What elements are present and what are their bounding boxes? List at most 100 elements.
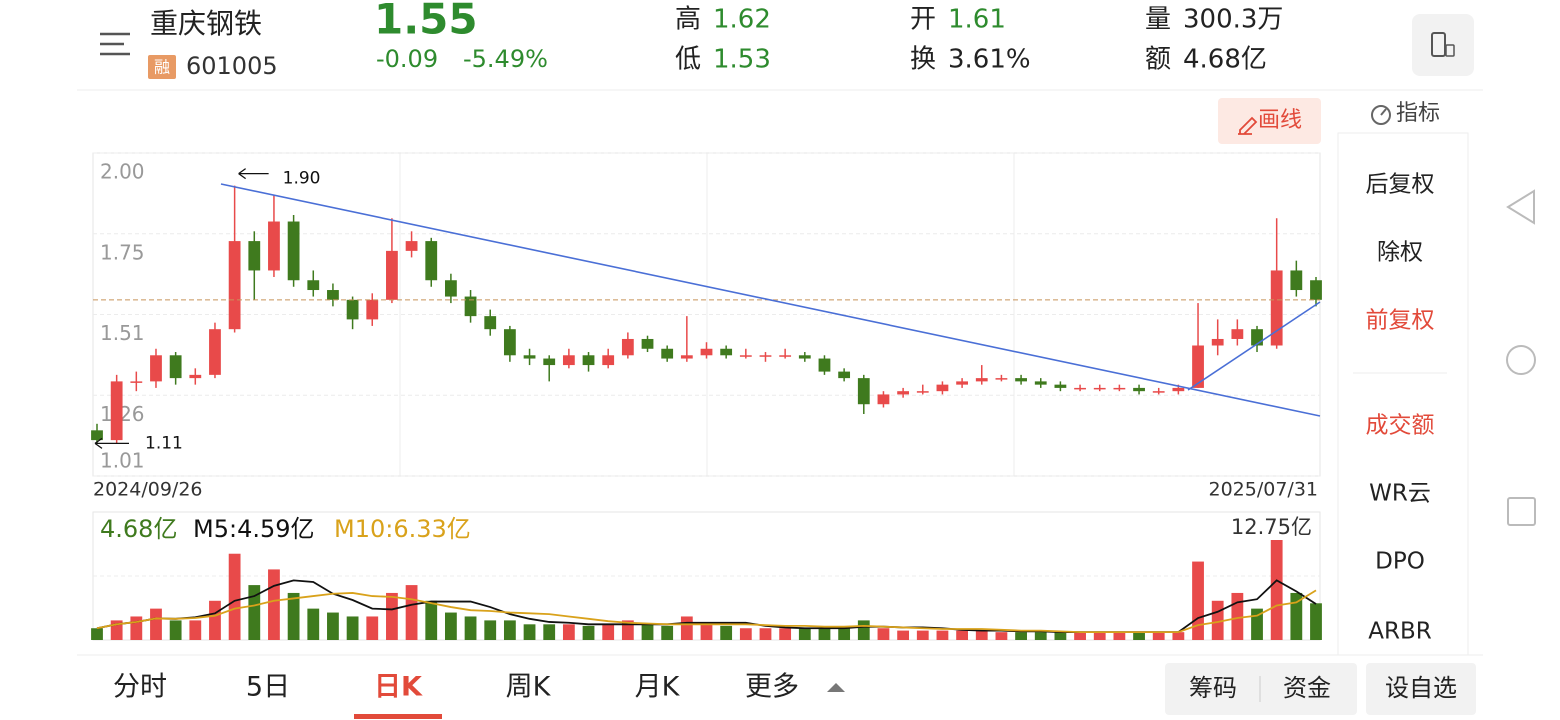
volume-bar [543,624,556,640]
volume-bar [857,620,870,640]
candle-body [1172,387,1185,392]
nav-recent[interactable] [1507,497,1536,526]
stat-value: 1.61 [948,5,1006,35]
change: -0.09 [376,45,438,73]
candle-body [405,241,418,251]
volume-bar [169,620,182,640]
candle-body [641,338,654,349]
tab[interactable]: 月K [635,672,681,703]
candle-body [209,329,221,375]
volume-bar [916,630,929,640]
candle-body [1290,270,1303,291]
candle-body [877,394,890,405]
volume-bar [268,569,280,640]
volume-bar [1113,632,1126,640]
button[interactable]: 设自选 [1385,674,1457,702]
volume-bar [897,630,910,640]
candle-body [1152,391,1165,393]
sidebar-item[interactable]: 除权 [1377,240,1423,266]
y-tick-label: 1.75 [100,240,145,264]
candle-body [995,378,1008,380]
candle-body [956,381,968,385]
indicator-label: 指标 [1396,101,1440,126]
sidebar-item[interactable]: 后复权 [1366,172,1435,198]
volume-bar [1054,632,1067,640]
candle-body [759,355,772,357]
volume-bar [307,608,320,640]
candle-body [543,358,556,366]
menu-icon[interactable] [100,32,130,56]
tab-active[interactable]: 日K [374,672,423,703]
price: 1.55 [374,0,478,44]
nav-home[interactable] [1506,345,1536,375]
volume-bar [700,624,713,640]
button[interactable]: 资金 [1283,674,1331,702]
stock-code: 601005 [186,52,278,80]
candle-body [838,371,851,379]
draw-button[interactable]: 画线 [1218,98,1321,144]
volume-bar [150,608,162,640]
tab[interactable]: 分时 [113,672,167,703]
volume-bar [1093,632,1106,640]
volume-bar [464,616,477,640]
button[interactable]: 筹码 [1189,674,1237,702]
candle-body [1034,381,1047,385]
volume-bar [936,630,949,640]
candle-body [1133,387,1145,392]
candle-body [228,241,241,330]
nav-back[interactable] [1506,189,1535,225]
volume-bar [425,600,438,640]
sidebar-item[interactable]: DPO [1375,549,1425,575]
candle-body [1113,387,1126,390]
sidebar-item[interactable]: 成交额 [1366,413,1435,439]
volume-bar [779,628,792,640]
volume-bar [248,585,261,640]
candle-body [189,374,202,379]
candle-body [897,391,910,395]
price-chart: 2.001.751.511.261.011.901.11 [91,152,1322,477]
candle-body [268,221,280,271]
volume-bar [995,632,1008,640]
sidebar [1337,132,1469,674]
sidebar-item[interactable]: ARBR [1368,619,1431,645]
badge: 融 [154,58,170,77]
trend-line [1187,301,1321,391]
draw-label: 画线 [1258,108,1302,133]
sidebar-item[interactable]: WR云 [1369,481,1431,507]
max-annotation: 1.90 [283,169,321,189]
candle-body [150,355,162,382]
volume-bar [621,620,634,640]
candle-body [248,241,261,271]
rotate-button[interactable] [1412,14,1474,76]
legend-volume: 4.68亿 [100,515,177,543]
candle-body [602,355,615,366]
sidebar-item[interactable]: 前复权 [1366,308,1435,334]
more-arrow[interactable] [827,683,845,692]
volume-bar [1290,592,1303,640]
candle-body [1192,345,1204,388]
tab[interactable]: 5日 [246,672,290,703]
volume-bar [739,628,752,640]
volume-bar [91,628,103,640]
candle-body [1211,338,1224,346]
candle-body [798,355,811,359]
candle-body [582,355,595,366]
volume-bar [1211,600,1224,640]
volume-bar [759,628,772,640]
stat-label: 量 [1145,5,1171,35]
volume-bar [1074,632,1086,640]
stat-label: 开 [910,5,936,35]
min-annotation: 1.11 [145,433,183,453]
stat-value: 1.62 [713,5,771,35]
candle-body [1054,384,1067,388]
y-tick-label: 1.51 [100,321,145,345]
stock-name: 重庆钢铁 [150,7,262,40]
indicator-button[interactable]: 指标 [1371,101,1440,126]
tab[interactable]: 周K [506,672,552,703]
tab[interactable]: 更多 [745,672,799,703]
y-tick-label: 1.01 [100,449,145,473]
volume-bar [1310,603,1322,640]
volume-bar [405,585,418,640]
volume-bar [445,612,457,640]
